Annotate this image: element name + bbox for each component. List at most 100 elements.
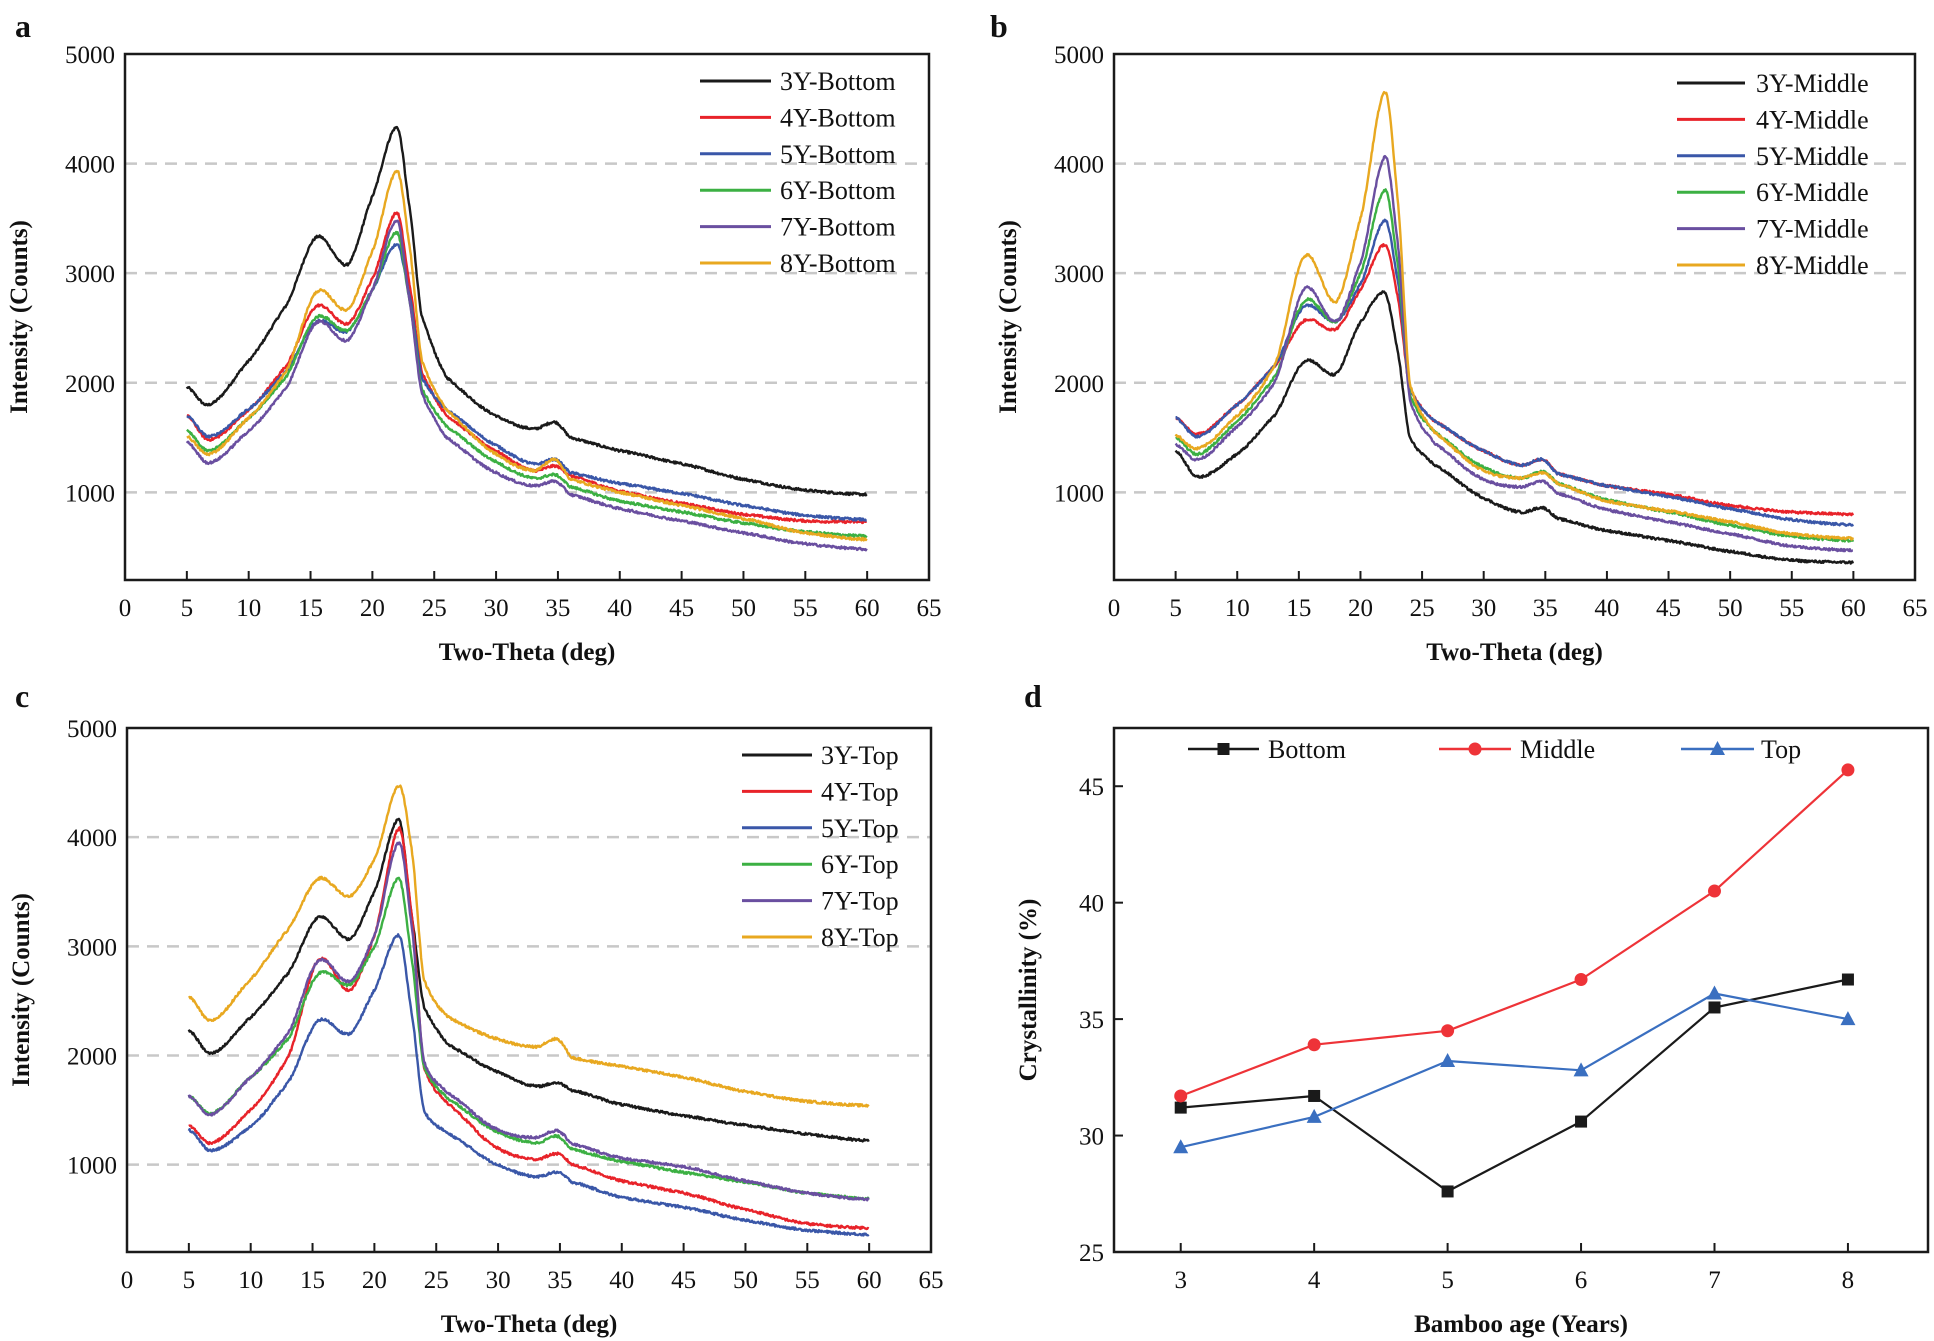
x-tick-label: 20 <box>1348 595 1373 622</box>
series-line-7y-top <box>187 841 870 1202</box>
panel-b-xrd-middle: 0 5 10 15 20 25 30 35 40 45 50 55 60 65 1000 2000 3000 40… <box>995 42 1928 666</box>
y-tick-label: 2000 <box>65 371 115 398</box>
series-line-3y-middle <box>1174 290 1855 565</box>
series-line-5y-top <box>187 933 870 1237</box>
x-tick-label: 20 <box>362 1267 387 1294</box>
x-tick-label: 20 <box>360 595 385 622</box>
legend-label: 8Y-Middle <box>1756 251 1869 280</box>
y-tick-label: 1000 <box>67 1153 117 1180</box>
x-tick-label: 5 <box>181 595 194 622</box>
legend-label: 8Y-Bottom <box>780 249 896 278</box>
x-tick-label: 4 <box>1308 1267 1321 1294</box>
x-tick-label: 0 <box>1108 595 1121 622</box>
data-point-bottom-square-marker <box>1441 1185 1454 1198</box>
series-line-top <box>1180 992 1849 1149</box>
legend-label: 7Y-Middle <box>1756 215 1869 244</box>
y-tick-label: 5000 <box>67 716 117 743</box>
panel-c-xrd-top: 0 5 10 15 20 25 30 35 40 45 50 55 60 65 1000 2000 3000 40… <box>8 716 944 1338</box>
data-point-middle-circle-marker <box>1441 1024 1455 1038</box>
x-tick-label: 60 <box>1841 595 1866 622</box>
legend-label: 7Y-Top <box>821 887 899 916</box>
legend-label: 4Y-Top <box>821 777 899 806</box>
y-axis-title: Intensity (Counts) <box>6 220 33 414</box>
panel-label-b: b <box>990 8 1008 44</box>
y-tick-label: 45 <box>1079 774 1104 801</box>
data-point-bottom-square-marker <box>1841 973 1854 986</box>
legend-label: 5Y-Bottom <box>780 140 896 169</box>
legend-label: 3Y-Top <box>821 741 899 770</box>
x-tick-label: 10 <box>238 1267 263 1294</box>
x-tick-label: 25 <box>422 595 447 622</box>
y-tick-label: 1000 <box>1054 480 1104 507</box>
data-point-middle-circle-marker <box>1841 763 1855 777</box>
x-tick-label: 35 <box>545 595 570 622</box>
plot-frame <box>123 52 931 582</box>
x-tick-label: 0 <box>119 595 132 622</box>
x-tick-label: 45 <box>1656 595 1681 622</box>
series-line-7y-middle <box>1174 154 1854 553</box>
legend-label: 3Y-Bottom <box>780 67 896 96</box>
y-tick-label: 4000 <box>67 825 117 852</box>
y-tick-label: 4000 <box>1054 152 1104 179</box>
series-line-6y-top <box>187 876 870 1201</box>
x-tick-label: 25 <box>1410 595 1435 622</box>
x-tick-label: 30 <box>484 595 509 622</box>
y-tick-label: 3000 <box>1054 261 1104 288</box>
y-tick-label: 25 <box>1079 1240 1104 1267</box>
data-point-bottom-square-marker <box>1174 1101 1187 1114</box>
legend-label: 8Y-Top <box>821 923 899 952</box>
legend-label: 7Y-Bottom <box>780 213 896 242</box>
legend-label: Bottom <box>1268 735 1346 764</box>
legend-label: Top <box>1761 735 1801 764</box>
x-tick-label: 60 <box>857 1267 882 1294</box>
x-tick-label: 10 <box>236 595 261 622</box>
y-tick-label: 30 <box>1079 1124 1104 1151</box>
x-tick-label: 5 <box>183 1267 196 1294</box>
x-tick-label: 30 <box>486 1267 511 1294</box>
y-tick-label: 2000 <box>1054 371 1104 398</box>
x-tick-label: 60 <box>855 595 880 622</box>
y-tick-label: 35 <box>1079 1007 1104 1034</box>
x-tick-label: 45 <box>669 595 694 622</box>
x-tick-label: 6 <box>1575 1267 1588 1294</box>
data-point-top-triangle-marker <box>1173 1139 1189 1154</box>
series-line-bottom <box>1180 978 1849 1193</box>
x-tick-label: 65 <box>1903 595 1928 622</box>
x-tick-label: 35 <box>547 1267 572 1294</box>
series-line-3y-top <box>187 817 870 1143</box>
x-tick-label: 15 <box>298 595 323 622</box>
data-point-middle-circle-marker <box>1707 884 1721 898</box>
legend-label: 5Y-Middle <box>1756 142 1869 171</box>
legend-label: 6Y-Top <box>821 850 899 879</box>
legend-label: 6Y-Middle <box>1756 178 1869 207</box>
y-tick-label: 5000 <box>1054 42 1104 69</box>
legend-marker-circle-marker <box>1468 742 1482 756</box>
x-tick-label: 50 <box>733 1267 758 1294</box>
y-tick-label: 3000 <box>67 934 117 961</box>
x-tick-label: 10 <box>1225 595 1250 622</box>
x-tick-label: 55 <box>793 595 818 622</box>
x-tick-label: 5 <box>1169 595 1182 622</box>
data-point-middle-circle-marker <box>1307 1038 1321 1052</box>
x-tick-label: 30 <box>1471 595 1496 622</box>
data-point-top-triangle-marker <box>1840 1011 1856 1026</box>
y-axis-title: Crystallinity (%) <box>1015 899 1042 1082</box>
y-tick-label: 2000 <box>67 1044 117 1071</box>
x-tick-label: 50 <box>731 595 756 622</box>
x-axis-title: Two-Theta (deg) <box>441 1311 618 1338</box>
y-tick-label: 3000 <box>65 261 115 288</box>
x-tick-label: 15 <box>300 1267 325 1294</box>
series-line-8y-middle <box>1174 90 1855 541</box>
panel-label-d: d <box>1024 678 1042 714</box>
series-line-middle <box>1180 769 1849 1098</box>
plot-frame <box>125 726 933 1254</box>
legend-label: Middle <box>1520 735 1595 764</box>
data-point-bottom-square-marker <box>1308 1089 1321 1102</box>
x-tick-label: 25 <box>424 1267 449 1294</box>
y-tick-label: 1000 <box>65 480 115 507</box>
x-tick-label: 45 <box>671 1267 696 1294</box>
data-point-top-triangle-marker <box>1306 1108 1322 1123</box>
series-line-8y-top <box>188 784 870 1108</box>
series-line-3y-bottom <box>185 125 868 497</box>
